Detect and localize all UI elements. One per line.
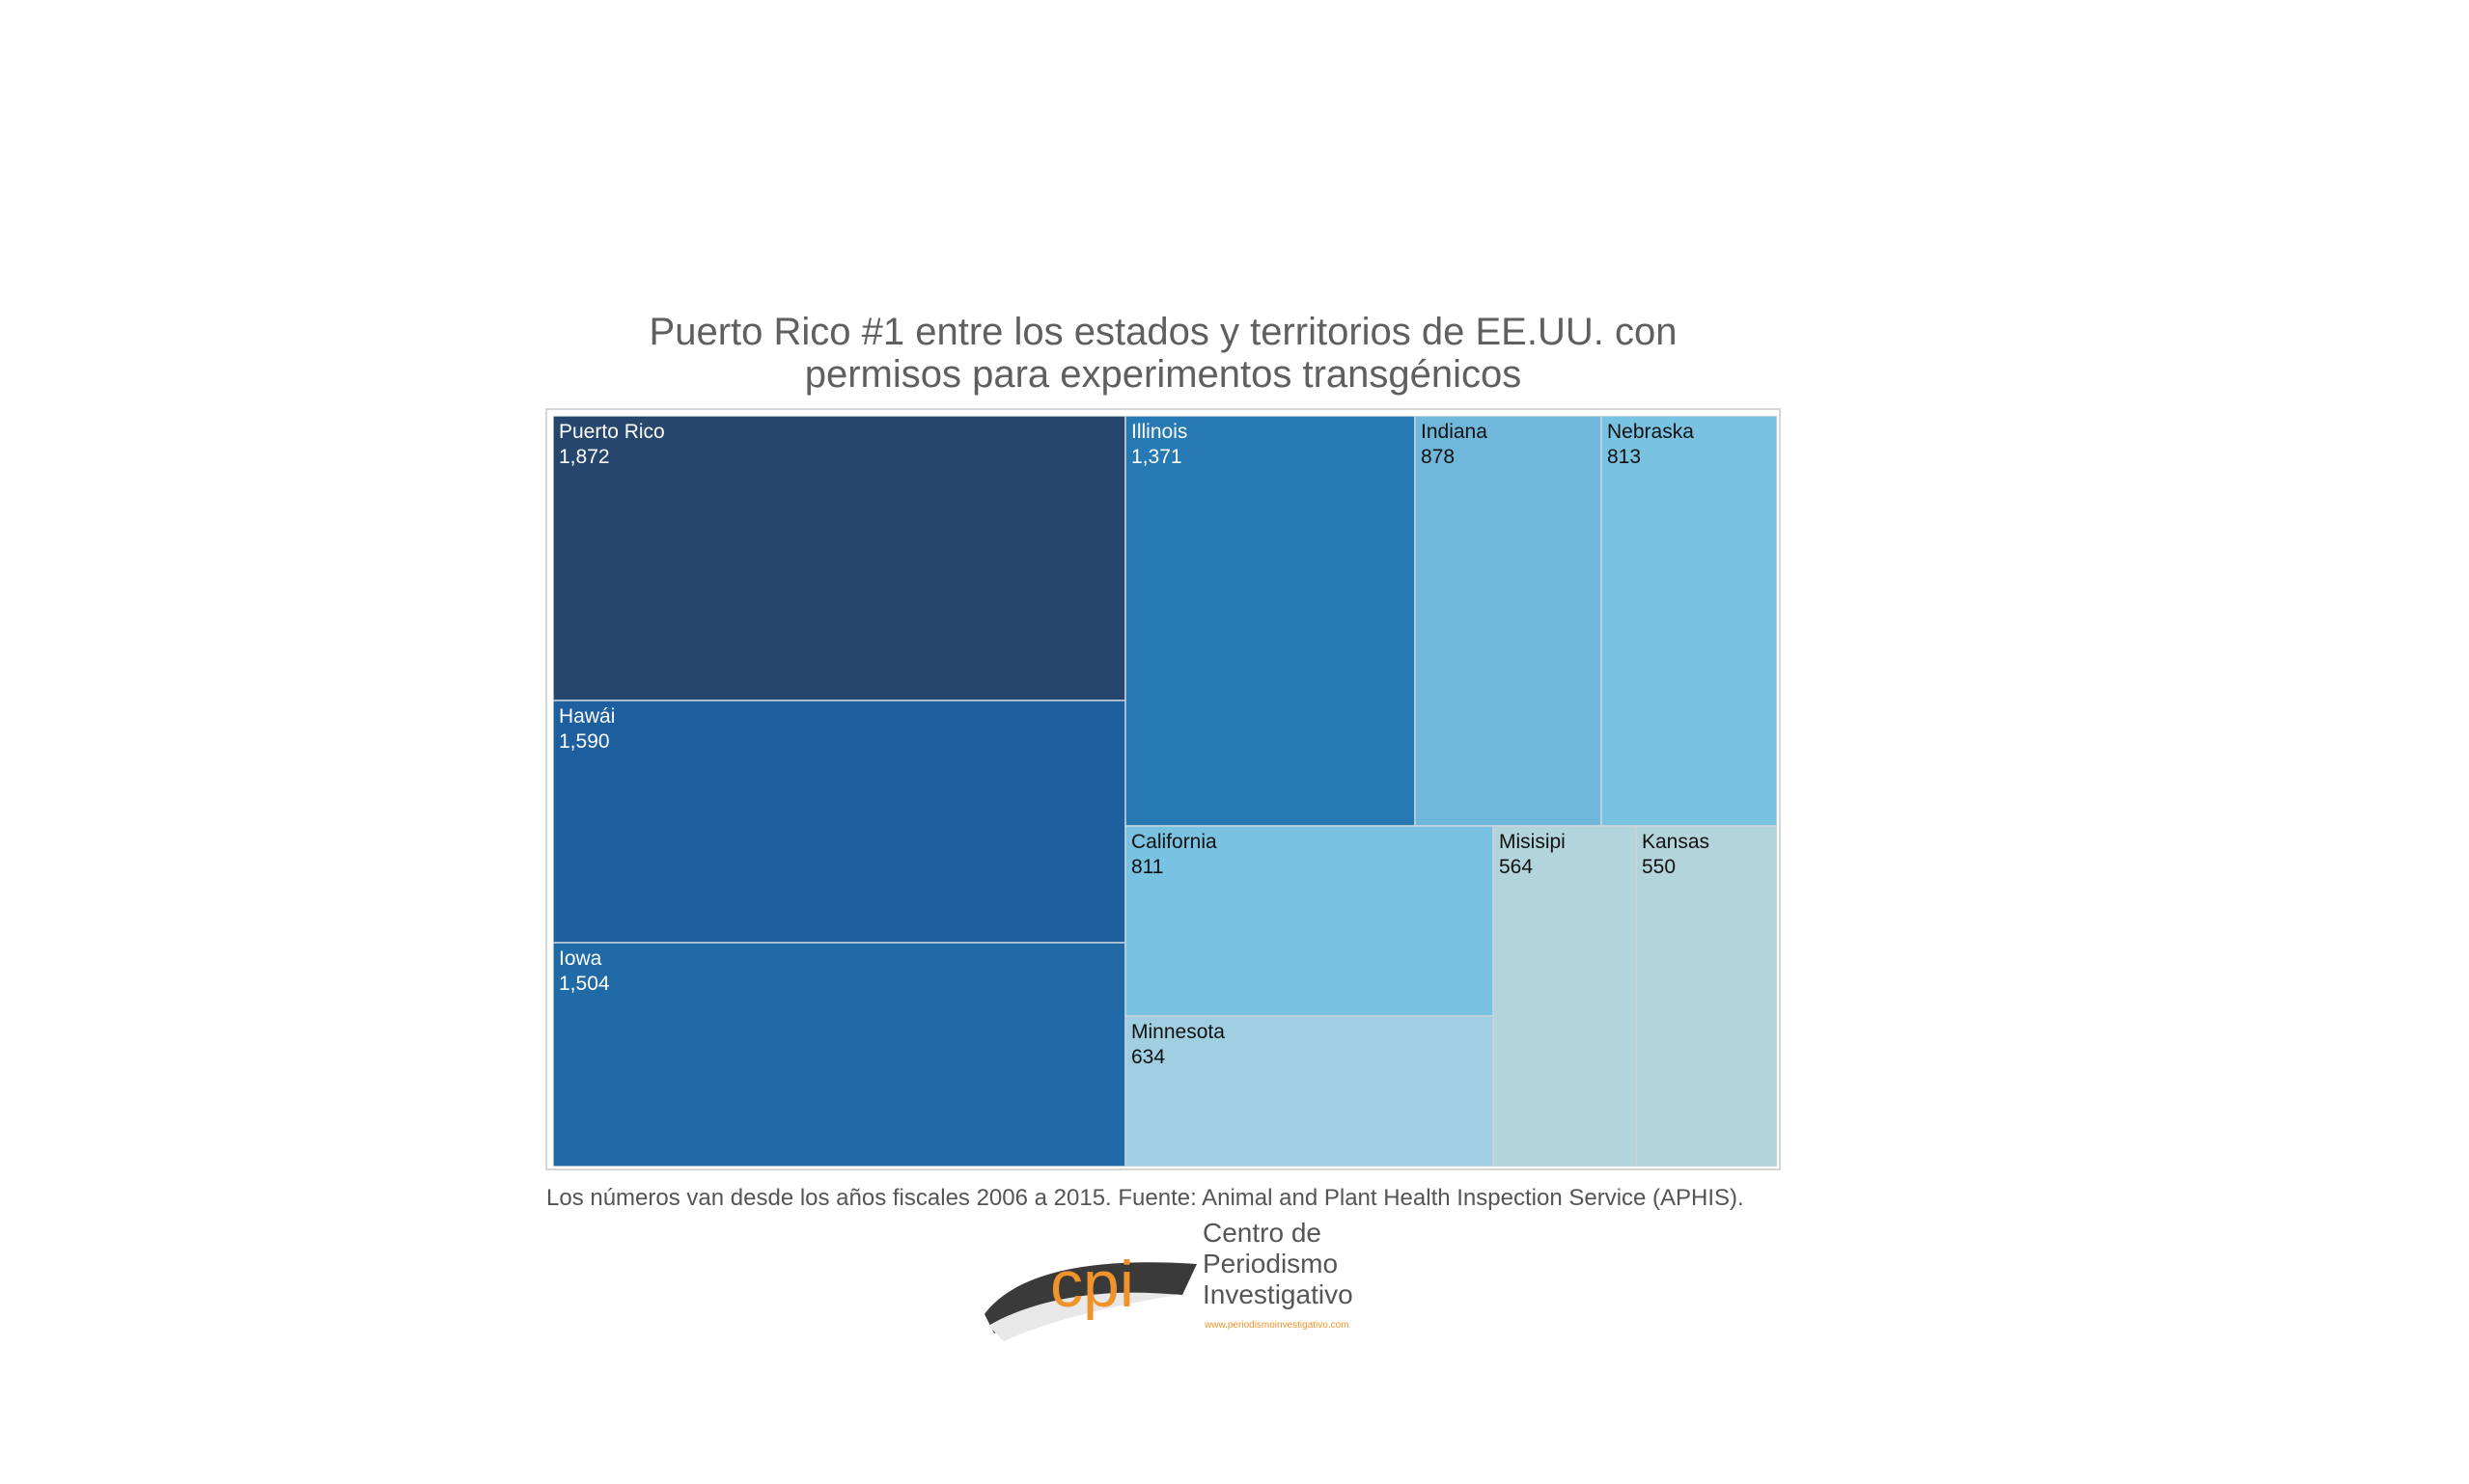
treemap-rect-iowa — [553, 942, 1126, 1167]
treemap-label-minnesota: Minnesota — [1131, 1021, 1225, 1043]
treemap-value-california: 811 — [1131, 856, 1163, 878]
treemap-tile-misisipi: Misisipi 564 — [1492, 825, 1637, 1167]
treemap-rect-indiana — [1414, 416, 1602, 827]
treemap-value-nebraska: 813 — [1607, 446, 1641, 468]
treemap-value-puerto-rico: 1,872 — [559, 446, 610, 468]
treemap-label-kansas: Kansas — [1642, 831, 1709, 853]
treemap-frame: Puerto Rico 1,872 Hawái 1,590 Iowa 1,504 Illin… — [545, 408, 1781, 1170]
treemap-value-indiana: 878 — [1421, 446, 1455, 468]
treemap-tile-iowa: Iowa 1,504 — [553, 942, 1126, 1167]
treemap-value-minnesota: 634 — [1131, 1046, 1165, 1068]
cpi-logo-mark: cpi — [985, 1248, 1197, 1341]
treemap-value-iowa: 1,504 — [559, 973, 610, 995]
treemap-tile-illinois: Illinois 1,371 — [1124, 416, 1416, 827]
treemap-rect-kansas — [1635, 825, 1777, 1167]
logo-url: www.periodismoinvestigativo.com — [1205, 1320, 1349, 1331]
logo-line-2: Periodismo — [1203, 1249, 1339, 1278]
treemap-tile-indiana: Indiana 878 — [1414, 416, 1602, 827]
treemap-value-kansas: 550 — [1642, 856, 1676, 878]
treemap-rect-hawai — [553, 700, 1126, 944]
chart-title: Puerto Rico #1 entre los estados y terri… — [545, 311, 1781, 396]
treemap-tile-nebraska: Nebraska 813 — [1600, 416, 1777, 827]
treemap-rect-puerto-rico — [553, 416, 1126, 701]
treemap-label-nebraska: Nebraska — [1607, 421, 1694, 443]
cpi-mark-text: cpi — [1050, 1248, 1134, 1321]
treemap-rect-misisipi — [1492, 825, 1637, 1167]
treemap-tile-kansas: Kansas 550 — [1635, 825, 1777, 1167]
treemap-label-misisipi: Misisipi — [1499, 831, 1566, 853]
treemap-label-california: California — [1131, 831, 1217, 853]
treemap-label-indiana: Indiana — [1421, 421, 1487, 443]
treemap-rect-nebraska — [1600, 416, 1777, 827]
treemap-tile-minnesota: Minnesota 634 — [1124, 1015, 1494, 1167]
treemap-label-illinois: Illinois — [1131, 421, 1187, 443]
treemap-value-illinois: 1,371 — [1131, 446, 1182, 468]
treemap-label-iowa: Iowa — [559, 948, 602, 970]
treemap-tile-california: California 811 — [1124, 825, 1494, 1017]
treemap-label-puerto-rico: Puerto Rico — [559, 421, 665, 443]
logo-line-3: Investigativo — [1203, 1279, 1353, 1309]
cpi-logo: cpi Centro de Periodismo Investigativo w… — [975, 1218, 1400, 1343]
logo-line-1: Centro de — [1203, 1218, 1321, 1248]
treemap-rect-california — [1124, 825, 1494, 1017]
treemap-value-hawai: 1,590 — [559, 730, 610, 753]
treemap-label-hawai: Hawái — [559, 705, 615, 728]
treemap-rect-minnesota — [1124, 1015, 1494, 1167]
treemap-tile-puerto-rico: Puerto Rico 1,872 — [553, 416, 1126, 701]
treemap-rect-illinois — [1124, 416, 1416, 827]
treemap-value-misisipi: 564 — [1499, 856, 1533, 878]
source-footnote: Los números van desde los años fiscales … — [546, 1185, 1744, 1211]
chart-title-line-2: permisos para experimentos transgénicos — [804, 353, 1522, 396]
chart-title-line-1: Puerto Rico #1 entre los estados y terri… — [649, 311, 1678, 353]
